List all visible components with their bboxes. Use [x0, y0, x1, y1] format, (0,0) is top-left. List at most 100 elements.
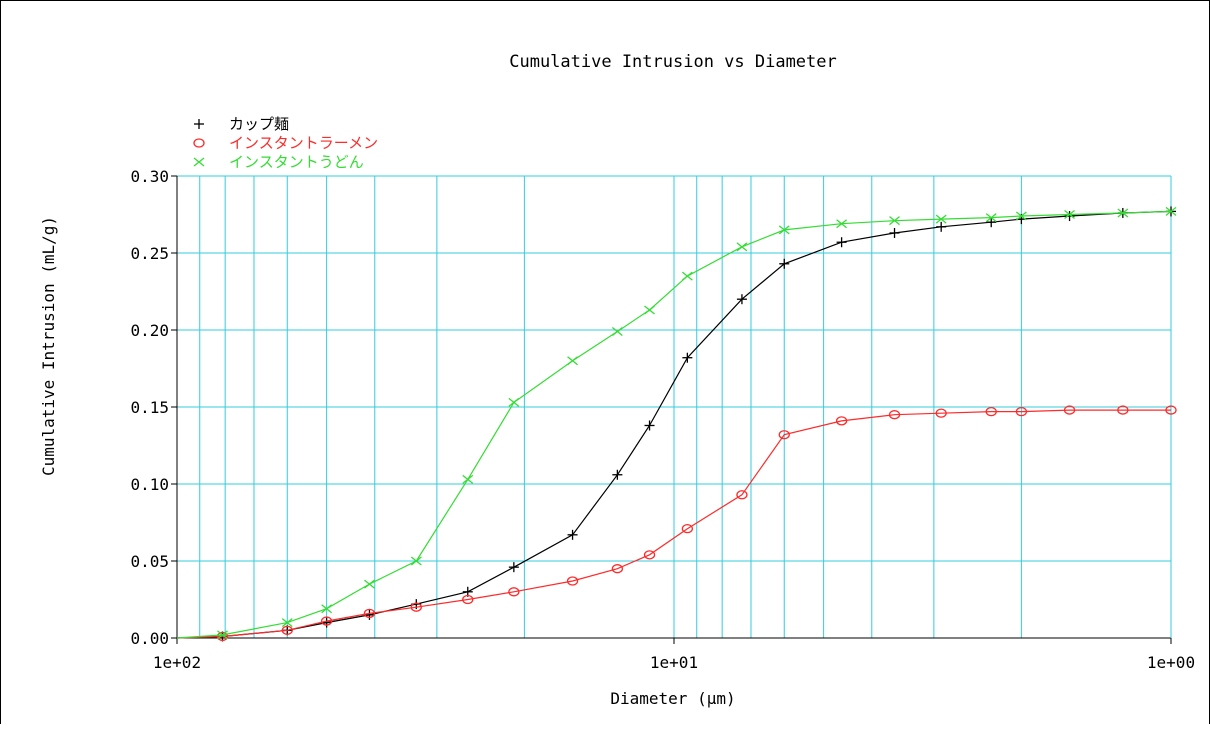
- data-point: [611, 564, 624, 574]
- data-point: [835, 416, 848, 426]
- marker-stroke: [1117, 208, 1129, 218]
- data-point: [281, 625, 293, 635]
- data-point: [736, 242, 748, 252]
- data-point: [935, 408, 947, 418]
- marker-stroke: [836, 219, 848, 229]
- data-point: [1117, 405, 1129, 415]
- data-point: [462, 474, 474, 484]
- data-point: [508, 587, 520, 597]
- x-tick-label: 1e+00: [1147, 653, 1195, 672]
- data-point: [1064, 209, 1075, 220]
- data-point: [985, 213, 997, 223]
- y-tick-label: 0.20: [130, 321, 169, 340]
- legend-marker: [193, 157, 205, 167]
- y-tick-label: 0.00: [130, 629, 169, 648]
- x-tick-label: 1e+02: [153, 653, 201, 672]
- data-point: [889, 227, 900, 238]
- data-point: [736, 490, 748, 500]
- data-point: [736, 294, 747, 305]
- series-line: [176, 409, 1171, 639]
- data-point: [935, 214, 947, 224]
- series-1: [176, 206, 1176, 642]
- marker-stroke: [1165, 206, 1177, 216]
- data-point: [778, 225, 790, 235]
- data-point: [1015, 211, 1027, 221]
- data-point: [410, 556, 422, 566]
- marker-stroke: [410, 556, 422, 566]
- data-point: [321, 617, 332, 628]
- marker-stroke: [736, 242, 748, 252]
- marker-stroke: [935, 214, 947, 224]
- legend-label: インスタントうどん: [229, 153, 364, 171]
- marker-stroke: [681, 271, 693, 281]
- data-point: [612, 469, 623, 480]
- marker-stroke: [778, 225, 790, 235]
- data-point: [681, 524, 694, 534]
- y-tick-label: 0.10: [130, 475, 169, 494]
- data-point: [644, 420, 655, 431]
- series-line: [176, 210, 1172, 639]
- data-point: [217, 630, 228, 640]
- data-point: [611, 327, 623, 337]
- data-point: [836, 219, 848, 229]
- data-point: [1063, 405, 1076, 415]
- x-tick-label: 1e+01: [650, 653, 698, 672]
- marker-stroke: [644, 305, 655, 315]
- data-point: [321, 604, 333, 614]
- data-point: [889, 216, 900, 226]
- data-point: [567, 529, 578, 540]
- data-point: [986, 217, 997, 228]
- data-point: [1165, 405, 1177, 415]
- series-2: [176, 405, 1177, 642]
- legend-label: インスタントラーメン: [229, 134, 378, 152]
- data-point: [216, 631, 229, 642]
- marker-stroke: [567, 356, 578, 366]
- marker-stroke: [321, 604, 333, 614]
- series-layer: [176, 206, 1177, 642]
- data-point: [508, 562, 519, 573]
- data-point: [567, 356, 578, 366]
- data-point: [1117, 208, 1129, 218]
- data-point: [1064, 211, 1075, 222]
- data-point: [363, 608, 376, 619]
- legend-label: カップ麺: [229, 115, 289, 133]
- marker-stroke: [193, 157, 205, 167]
- data-point: [985, 406, 997, 417]
- data-point: [462, 594, 474, 605]
- data-point: [681, 271, 693, 281]
- x-axis-label: Diameter (µm): [610, 689, 735, 708]
- data-point: [320, 616, 333, 626]
- data-point: [1165, 206, 1177, 216]
- marker-stroke: [611, 327, 623, 337]
- y-tick-label: 0.25: [130, 244, 169, 263]
- data-point: [566, 576, 579, 586]
- data-point: [364, 579, 375, 589]
- data-point: [888, 410, 901, 420]
- marker-stroke: [508, 397, 520, 407]
- legend-marker: [193, 138, 205, 148]
- chart-title: Cumulative Intrusion vs Diameter: [509, 52, 837, 72]
- marker-stroke: [217, 630, 228, 640]
- marker-stroke: [281, 618, 293, 628]
- series-3: [176, 206, 1177, 640]
- data-point: [410, 602, 422, 612]
- data-point: [682, 352, 693, 363]
- series-line: [176, 210, 1172, 639]
- legend-marker: [194, 119, 204, 129]
- y-tick-label: 0.05: [130, 552, 169, 571]
- axes: 0.00 0.05 0.10 0.15 0.20 0.25 0.30 1e+02 1e+01 1e…: [130, 167, 1195, 672]
- y-axis-label: Cumulative Intrusion (mL/g): [39, 216, 58, 476]
- data-point: [643, 550, 656, 560]
- marker-stroke: [889, 216, 900, 226]
- data-point: [779, 258, 790, 269]
- data-point: [1015, 406, 1028, 417]
- data-point: [644, 305, 655, 315]
- marker-stroke: [1015, 211, 1027, 221]
- data-point: [281, 618, 293, 628]
- y-tick-label: 0.30: [130, 167, 169, 186]
- data-point: [508, 397, 520, 407]
- data-point: [364, 609, 375, 620]
